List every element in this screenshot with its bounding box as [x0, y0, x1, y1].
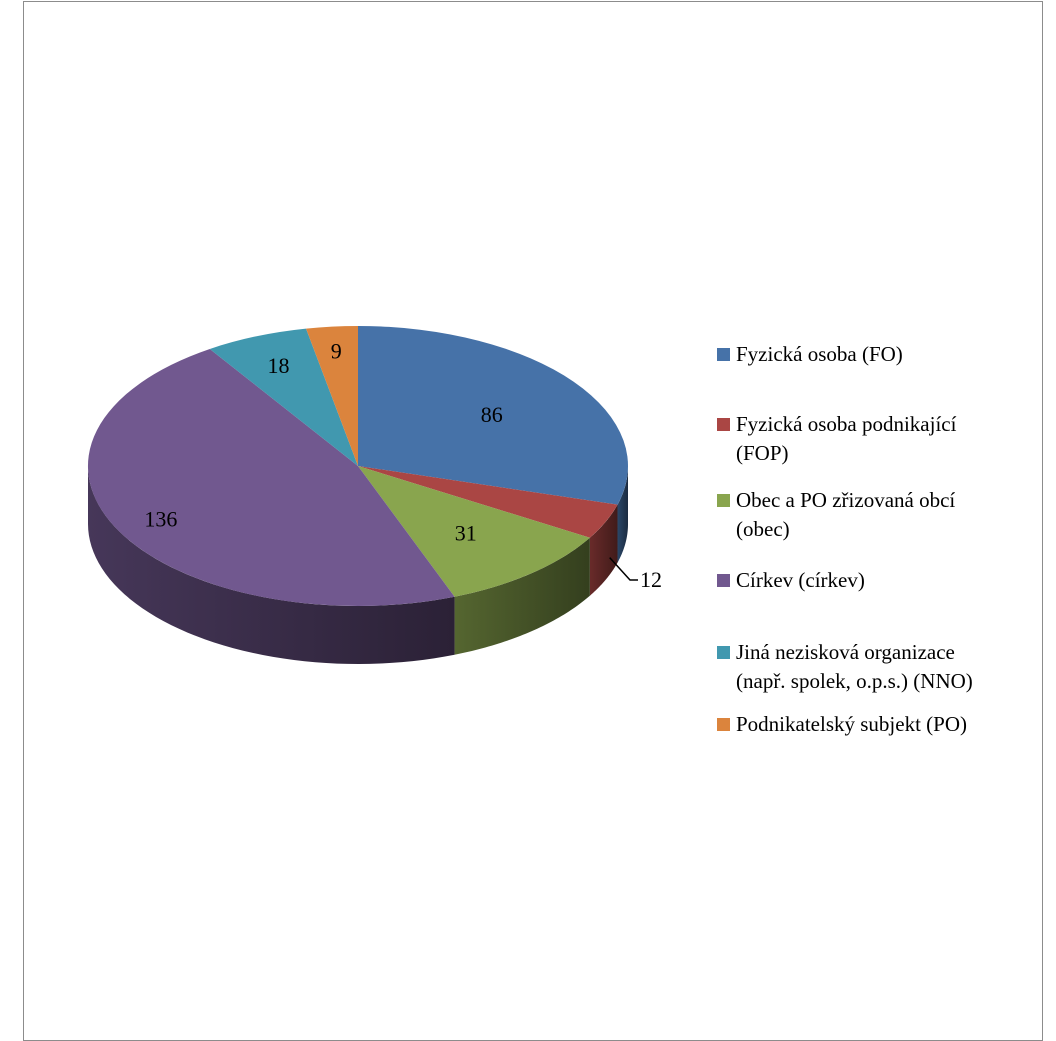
- pie-slice-nno: [209, 328, 358, 466]
- data-label-fop: 12: [640, 567, 662, 592]
- pie-slice-cirkev: [87, 348, 455, 607]
- pie-side-walls: [88, 466, 628, 664]
- legend-item-fo: Fyzická osoba (FO): [717, 340, 1046, 369]
- legend-label-nno: Jiná nezisková organizace (např. spolek,…: [736, 640, 973, 693]
- pie-slice-po: [306, 326, 358, 466]
- legend-swatch-obec: [717, 494, 730, 507]
- legend-item-obec: Obec a PO zřizovaná obcí (obec): [717, 486, 1046, 544]
- legend-item-cirkev: Církev (církev): [717, 566, 1046, 595]
- data-label-obec: 31: [455, 520, 477, 545]
- legend-swatch-po: [717, 718, 730, 731]
- data-label-cirkev: 136: [144, 506, 177, 531]
- legend-swatch-fo: [717, 348, 730, 361]
- pie-slice-fop: [358, 466, 618, 538]
- legend-swatch-nno: [717, 646, 730, 659]
- legend-item-po: Podnikatelský subjekt (PO): [717, 710, 1046, 739]
- legend-label-fop: Fyzická osoba podnikající (FOP): [736, 412, 957, 465]
- pie-top-faces: [87, 326, 629, 607]
- legend-label-fo: Fyzická osoba (FO): [736, 342, 903, 366]
- legend-label-obec: Obec a PO zřizovaná obcí (obec): [736, 488, 956, 541]
- pie-slice-fo: [358, 326, 629, 505]
- pie-slice-obec: [358, 466, 590, 597]
- legend-item-nno: Jiná nezisková organizace (např. spolek,…: [717, 638, 1046, 696]
- pie-side-fo: [617, 466, 628, 563]
- data-label-nno: 18: [268, 353, 290, 378]
- legend-swatch-cirkev: [717, 574, 730, 587]
- pie-side-cirkev: [88, 466, 455, 664]
- legend-label-po: Podnikatelský subjekt (PO): [736, 712, 967, 736]
- legend-swatch-fop: [717, 418, 730, 431]
- data-label-po: 9: [331, 338, 342, 363]
- legend-label-cirkev: Církev (církev): [736, 568, 865, 592]
- pie-side-obec: [454, 537, 590, 655]
- pie-data-labels: 86 12 31 136 18 9: [144, 338, 662, 592]
- data-label-fo: 86: [481, 402, 503, 427]
- legend-item-fop: Fyzická osoba podnikající (FOP): [717, 410, 1046, 468]
- pie-side-fop: [589, 504, 618, 596]
- leader-line-fop: [609, 557, 638, 581]
